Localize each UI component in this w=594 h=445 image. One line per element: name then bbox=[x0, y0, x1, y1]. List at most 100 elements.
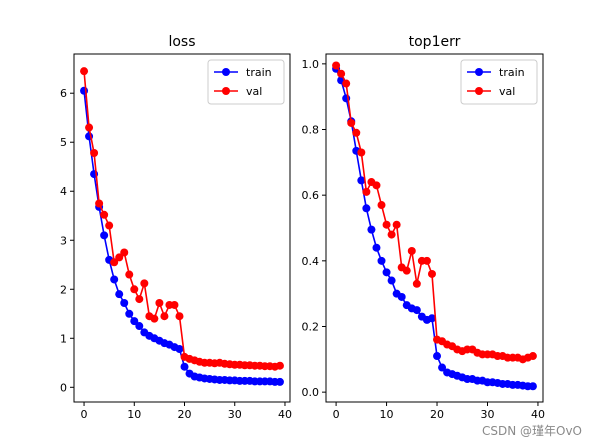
legend-label-val: val bbox=[246, 85, 262, 98]
legend-marker-train bbox=[222, 68, 230, 76]
data-point-train bbox=[180, 362, 189, 371]
data-point-train bbox=[372, 243, 381, 252]
data-point-train bbox=[412, 306, 421, 315]
data-point-val bbox=[110, 258, 119, 267]
data-point-val bbox=[427, 269, 436, 278]
data-point-val bbox=[402, 266, 411, 275]
data-point-val bbox=[120, 248, 129, 257]
data-point-val bbox=[372, 181, 381, 190]
data-point-val bbox=[407, 246, 416, 255]
y-tick-label: 0.0 bbox=[302, 386, 320, 399]
data-point-val bbox=[135, 295, 144, 304]
x-tick-label: 40 bbox=[278, 408, 292, 421]
x-tick-label: 0 bbox=[333, 408, 340, 421]
data-point-val bbox=[170, 300, 179, 309]
data-point-train bbox=[120, 298, 129, 307]
top1err-subplot: top1err 0 10 20 30 40 0.0 0.2 0.4 0.6 0.8 1.0 train v… bbox=[302, 34, 545, 421]
series-group bbox=[332, 61, 537, 391]
y-tick-label: 0.6 bbox=[302, 189, 320, 202]
data-point-train bbox=[427, 314, 436, 323]
series-group bbox=[80, 67, 284, 386]
y-tick-label: 2 bbox=[60, 283, 67, 296]
data-point-train bbox=[397, 292, 406, 301]
x-tick-label: 30 bbox=[480, 408, 494, 421]
legend-marker-val bbox=[475, 87, 483, 95]
data-point-val bbox=[392, 220, 401, 229]
subplot-title: top1err bbox=[409, 34, 461, 50]
legend-marker-train bbox=[475, 68, 483, 76]
data-point-val bbox=[105, 221, 114, 230]
data-point-val bbox=[140, 279, 149, 288]
data-point-train bbox=[387, 276, 396, 285]
data-point-val bbox=[160, 312, 169, 321]
y-tick-label: 3 bbox=[60, 234, 67, 247]
data-point-train bbox=[382, 268, 391, 277]
x-tick-label: 40 bbox=[531, 408, 545, 421]
data-point-val bbox=[85, 123, 94, 132]
y-tick-label: 1.0 bbox=[302, 58, 320, 71]
data-point-val bbox=[100, 210, 109, 219]
data-point-val bbox=[382, 220, 391, 229]
x-tick-label: 20 bbox=[178, 408, 192, 421]
data-point-val bbox=[528, 352, 537, 361]
legend-marker-val bbox=[222, 87, 230, 95]
data-point-val bbox=[357, 148, 366, 157]
y-tick-label: 0 bbox=[60, 381, 67, 394]
data-point-val bbox=[342, 79, 351, 88]
data-point-val bbox=[332, 61, 341, 70]
data-point-train bbox=[130, 317, 139, 326]
y-tick-label: 0.2 bbox=[302, 320, 320, 333]
data-point-train bbox=[357, 176, 366, 185]
x-tick-label: 10 bbox=[380, 408, 394, 421]
data-point-train bbox=[80, 86, 89, 95]
data-point-val bbox=[347, 118, 356, 127]
data-point-val bbox=[115, 253, 124, 262]
data-point-train bbox=[367, 225, 376, 234]
data-point-train bbox=[110, 275, 119, 284]
data-point-train bbox=[433, 352, 442, 361]
data-point-val bbox=[95, 199, 104, 208]
data-point-val bbox=[412, 279, 421, 288]
axes-frame bbox=[325, 53, 544, 403]
data-point-val bbox=[80, 67, 89, 76]
data-point-val bbox=[422, 256, 431, 265]
data-point-train bbox=[377, 256, 386, 265]
data-point-train bbox=[275, 377, 284, 386]
x-tick-label: 0 bbox=[81, 408, 88, 421]
data-point-val bbox=[377, 201, 386, 210]
legend-label-train: train bbox=[499, 66, 525, 79]
data-point-train bbox=[528, 382, 537, 391]
data-point-train bbox=[175, 345, 184, 354]
y-tick-label: 6 bbox=[60, 87, 67, 100]
y-tick-label: 0.8 bbox=[302, 124, 320, 137]
data-point-val bbox=[275, 361, 284, 370]
data-point-val bbox=[90, 149, 99, 158]
x-tick-label: 20 bbox=[430, 408, 444, 421]
data-point-train bbox=[115, 290, 124, 299]
y-tick-label: 0.4 bbox=[302, 255, 320, 268]
x-tick-label: 10 bbox=[127, 408, 141, 421]
data-point-val bbox=[175, 312, 184, 321]
data-point-val bbox=[387, 230, 396, 239]
data-point-train bbox=[135, 322, 144, 331]
y-tick-label: 4 bbox=[60, 185, 67, 198]
data-point-val bbox=[150, 314, 159, 323]
x-tick-label: 30 bbox=[228, 408, 242, 421]
legend-label-train: train bbox=[246, 66, 272, 79]
watermark-text: CSDN @瑾年OvO bbox=[481, 424, 582, 438]
data-point-val bbox=[125, 270, 134, 279]
legend-label-val: val bbox=[499, 85, 515, 98]
y-tick-label: 5 bbox=[60, 136, 67, 149]
data-point-val bbox=[130, 285, 139, 294]
data-point-val bbox=[155, 298, 164, 307]
data-point-train bbox=[125, 309, 134, 318]
loss-subplot: loss 0 10 20 30 40 0 1 2 3 4 5 6 train val bbox=[60, 34, 292, 421]
axes-frame bbox=[73, 53, 291, 403]
data-point-train bbox=[100, 231, 109, 240]
y-tick-label: 1 bbox=[60, 332, 67, 345]
data-point-val bbox=[352, 128, 361, 137]
subplot-title: loss bbox=[168, 34, 195, 50]
data-point-train bbox=[438, 363, 447, 372]
data-point-train bbox=[362, 204, 371, 213]
